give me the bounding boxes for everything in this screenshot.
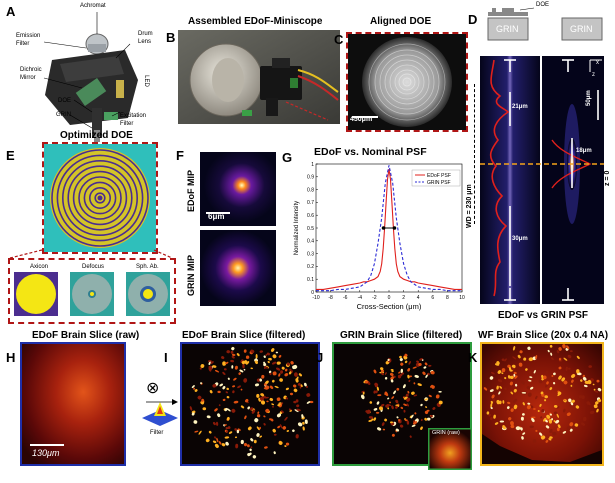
axis-x-label: x [596,60,599,66]
panel-b-title: Assembled EDoF-Miniscope [188,16,323,27]
panel-g-letter: G [282,150,293,165]
panel-h-title: EDoF Brain Slice (raw) [32,330,140,341]
doe-design-frame [42,142,158,254]
panel-e-letter: E [6,148,15,163]
label-doe: DOE [58,98,72,104]
psf-axial-comparison [480,56,604,304]
panel-h-letter: H [6,350,16,365]
fwhm-marker-left [381,226,386,230]
panel-c-letter: C [334,32,344,47]
label-drum-lens: Drum Lens [138,31,153,45]
grin-left-label: GRIN [496,24,519,34]
component-label-axicon: Axicon [30,264,49,270]
fwhm-marker-right [392,226,397,230]
label-achromat: Achromat [80,3,106,9]
x-tick-label: -4 [358,295,363,301]
doe-scalebar-label: 450μm [350,116,373,123]
x-tick-label: 0 [388,295,391,301]
panel-e-title: Optimized DOE [60,130,133,141]
mip-scalebar-label: 6μm [208,212,225,221]
wd-bracket [474,84,479,224]
filter-kernel-icon [142,399,178,426]
panel-k-letter: K [468,350,478,365]
y-tick-label: 0.2 [307,264,314,270]
y-tick-label: 0 [311,290,314,296]
panel-d-caption: EDoF vs GRIN PSF [498,310,589,321]
x-axis-label: Cross-Section (μm) [357,302,422,311]
y-tick-label: 0.1 [307,277,314,283]
assembled-photo [178,30,340,124]
doe-photo-frame [346,32,468,132]
x-tick-label: -8 [328,295,333,301]
panel-i-title: EDoF Brain Slice (filtered) [182,330,306,341]
y-tick-label: 0.3 [307,251,314,257]
edof-raw-image [20,342,126,466]
edof-mip-label: EDoF MIP [186,170,196,212]
aligned-doe-photo [348,34,466,130]
widefield-image [480,342,604,466]
optimized-doe-pattern [44,144,156,252]
measure-18um: 18μm [576,148,592,154]
grin-schematic [487,7,603,41]
measure-21um: 21μm [512,104,528,110]
y-tick-label: 0.7 [307,200,314,206]
label-dichroic-mirror: Dichroic Mirror [20,67,42,81]
x-tick-label: 10 [459,295,465,301]
x-tick-label: 6 [431,295,434,301]
grin-mip-label: GRIN MIP [186,254,196,296]
series-line-grin [316,165,462,292]
legend-label: GRIN PSF [427,180,451,186]
x-tick-label: -2 [372,295,377,301]
d-scalebar-label: 50μm [586,90,592,106]
x-tick-label: 2 [402,295,405,301]
miniscope-render [43,12,138,142]
label-grin: GRIN [56,112,71,118]
grin-raw-inset-label: GRIN (raw) [432,430,460,436]
axis-z-label: z [592,72,595,78]
component-label-sph-ab: Sph. Ab. [136,264,159,270]
doe-component-phases [14,272,170,316]
x-tick-label: 4 [417,295,420,301]
convolve-symbol: ⊗ [146,380,160,397]
panel-i-letter: I [164,350,168,365]
y-tick-label: 0.6 [307,213,314,219]
grin-mip-image [200,230,276,306]
grin-raw-inset [428,428,472,470]
panel-f-letter: F [176,148,184,163]
z0-label: z = 0 [604,170,611,186]
label-emission-filter: Emission Filter [16,33,41,47]
panel-k-title: WF Brain Slice (20x 0.4 NA) [478,330,609,341]
measure-30um: 30μm [512,236,528,242]
panel-j-letter: J [316,350,324,365]
component-label-defocus: Defocus [82,264,105,270]
doe-components-frame [8,258,176,324]
y-tick-label: 0.8 [307,187,314,193]
doe-schematic-label: DOE [536,2,550,8]
panel-c-title: Aligned DOE [370,16,432,27]
psf-cross-section-chart: -10 -8 -6 -4 -2 0 2 4 6 8 10 0 0.1 0.2 0.3 0.4 0.5 0.6 0.7… [294,162,465,311]
panel-d-letter: D [468,12,478,27]
y-tick-label: 0.9 [307,175,314,181]
edof-mip-image [200,152,276,226]
edof-filtered-image [180,342,320,466]
series-line-edof [316,169,462,290]
panel-a-letter: A [6,4,16,19]
raw-scalebar-label: 130μm [32,448,60,458]
panel-g-title: EDoF vs. Nominal PSF [314,146,427,158]
x-tick-label: 8 [446,295,449,301]
y-tick-label: 0.5 [307,226,314,232]
design-dashed-connectors [9,249,173,259]
panel-b-letter: B [166,30,176,45]
y-tick-label: 1 [311,162,314,168]
panel-j-title: GRIN Brain Slice (filtered) [340,330,463,341]
y-tick-label: 0.4 [307,239,314,245]
y-axis-label: Normalized Intensity [294,201,300,255]
label-excitation-filter: Excitation Filter [120,113,147,127]
legend-label: EDoF PSF [427,173,451,179]
x-tick-label: -10 [312,295,319,301]
filter-label: Filter [150,430,164,436]
x-tick-label: -6 [343,295,348,301]
grin-right-label: GRIN [570,24,593,34]
